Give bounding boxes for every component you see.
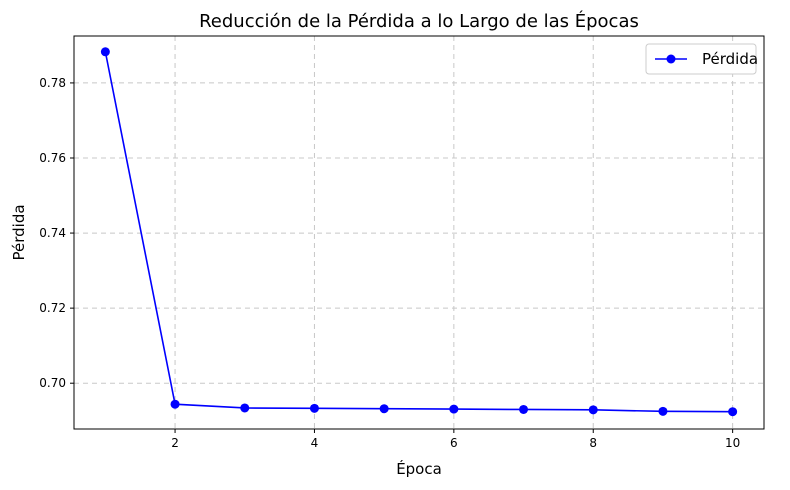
- legend: Pérdida: [645, 43, 758, 75]
- grid-lines: [74, 36, 764, 429]
- y-axis-ticks: 0.70 0.72 0.74 0.76 0.78: [39, 76, 74, 390]
- data-point: [170, 399, 180, 409]
- data-point: [379, 404, 389, 414]
- x-tick-label: 4: [311, 436, 319, 450]
- legend-marker-sample: [666, 54, 676, 64]
- y-axis-label: Pérdida: [10, 204, 28, 260]
- x-tick-label: 8: [589, 436, 597, 450]
- data-point: [588, 405, 598, 415]
- x-tick-label: 10: [725, 436, 740, 450]
- data-point: [100, 47, 110, 57]
- plot-area-frame: [73, 35, 765, 430]
- x-axis-ticks: 2 4 6 8 10: [171, 429, 740, 450]
- x-axis-label: Época: [396, 459, 442, 478]
- data-point: [728, 407, 738, 417]
- legend-entry-perdida: Pérdida: [702, 50, 758, 68]
- data-point: [309, 403, 319, 413]
- data-point: [240, 403, 250, 413]
- x-tick-label: 2: [171, 436, 179, 450]
- data-point: [449, 404, 459, 414]
- data-point: [519, 404, 529, 414]
- data-point: [658, 406, 668, 416]
- series-line-perdida: [104, 51, 733, 413]
- legend-box: [645, 43, 757, 75]
- y-tick-label: 0.74: [39, 226, 66, 240]
- y-tick-label: 0.78: [39, 76, 66, 90]
- chart-title: Reducción de la Pérdida a lo Largo de la…: [199, 10, 639, 32]
- series-layer: [100, 47, 738, 417]
- y-tick-label: 0.76: [39, 151, 66, 165]
- x-tick-label: 6: [450, 436, 458, 450]
- y-tick-label: 0.72: [39, 301, 66, 315]
- y-tick-label: 0.70: [39, 376, 66, 390]
